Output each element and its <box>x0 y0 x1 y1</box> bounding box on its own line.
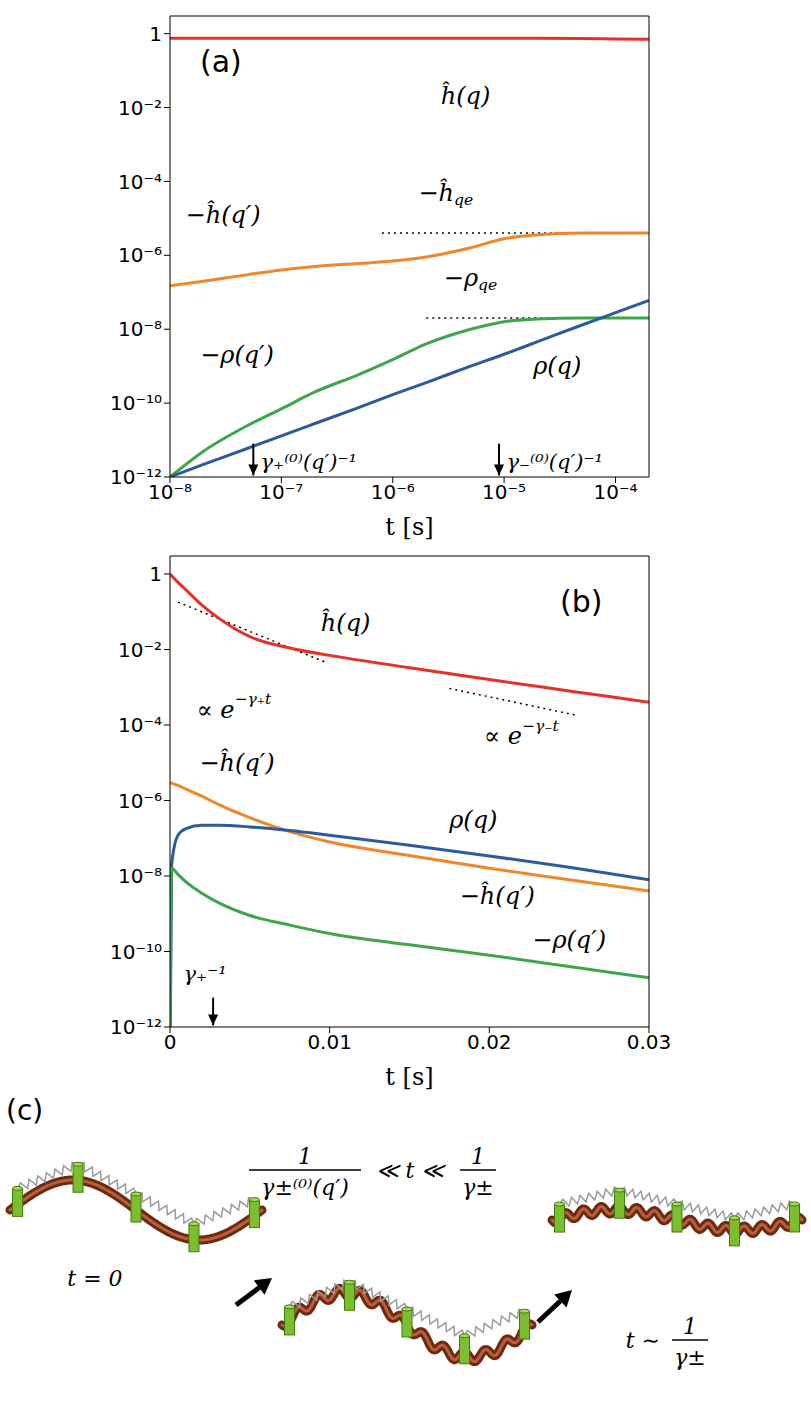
svg-text:10⁻⁷: 10⁻⁷ <box>259 480 303 504</box>
svg-text:−ρ(q′): −ρ(q′) <box>532 926 606 954</box>
svg-text:10⁻⁶: 10⁻⁶ <box>118 243 162 267</box>
html-text:(a): (a) <box>200 44 242 79</box>
svg-text:1: 1 <box>149 22 162 46</box>
svg-text:0.02: 0.02 <box>467 1030 512 1054</box>
svg-text:∝ e−γ₋t: ∝ e−γ₋t <box>484 717 560 751</box>
svg-text:10⁻²: 10⁻² <box>118 96 162 120</box>
svg-text:10⁻¹²: 10⁻¹² <box>110 465 162 489</box>
svg-text:10⁻⁴: 10⁻⁴ <box>118 170 162 194</box>
svg-text:γ₊⁻¹: γ₊⁻¹ <box>184 962 227 986</box>
svg-text:10⁻¹⁰: 10⁻¹⁰ <box>110 940 162 964</box>
svg-text:1: 1 <box>683 1314 697 1339</box>
svg-text:−ρqe: −ρqe <box>444 264 497 294</box>
svg-text:10⁻⁴: 10⁻⁴ <box>118 713 162 737</box>
svg-text:10⁻⁸: 10⁻⁸ <box>118 317 162 341</box>
svg-text:ĥ(q): ĥ(q) <box>441 81 491 110</box>
svg-text:t = 0: t = 0 <box>67 1266 122 1291</box>
svg-text:≪ t ≪: ≪ t ≪ <box>376 1158 447 1183</box>
svg-text:0: 0 <box>164 1030 177 1054</box>
svg-text:ρ(q): ρ(q) <box>532 352 581 380</box>
svg-text:ρ(q): ρ(q) <box>448 806 497 834</box>
svg-text:10⁻⁸: 10⁻⁸ <box>118 864 162 888</box>
svg-text:ĥ(q): ĥ(q) <box>321 608 371 637</box>
svg-text:1: 1 <box>149 562 162 586</box>
svg-text:t [s]: t [s] <box>385 513 433 540</box>
svg-text:∝ e−γ₊t: ∝ e−γ₊t <box>196 690 272 724</box>
svg-text:−ρ(q′): −ρ(q′) <box>200 341 274 369</box>
svg-text:−ĥ(q′): −ĥ(q′) <box>460 881 535 910</box>
svg-text:10⁻⁴: 10⁻⁴ <box>593 480 637 504</box>
svg-text:t [s]: t [s] <box>385 1063 433 1090</box>
svg-text:0.01: 0.01 <box>307 1030 352 1054</box>
svg-text:(c): (c) <box>6 1094 43 1127</box>
svg-text:10⁻⁵: 10⁻⁵ <box>482 480 526 504</box>
svg-text:1: 1 <box>298 1144 312 1169</box>
svg-text:1: 1 <box>471 1144 485 1169</box>
svg-text:γ±: γ± <box>674 1345 706 1370</box>
svg-text:γ±⁽⁰⁾(q′): γ±⁽⁰⁾(q′) <box>261 1175 348 1200</box>
svg-text:10⁻⁸: 10⁻⁸ <box>148 480 192 505</box>
svg-text:10⁻⁶: 10⁻⁶ <box>118 789 162 813</box>
svg-text:10⁻⁶: 10⁻⁶ <box>371 480 415 504</box>
svg-text:γ₋⁽⁰⁾(q′)⁻¹: γ₋⁽⁰⁾(q′)⁻¹ <box>506 450 602 474</box>
svg-text:−ĥ(q′): −ĥ(q′) <box>200 748 275 777</box>
svg-text:0.03: 0.03 <box>627 1030 672 1054</box>
svg-text:t ∼: t ∼ <box>626 1328 660 1353</box>
svg-text:10⁻¹²: 10⁻¹² <box>110 1015 162 1039</box>
svg-text:−ĥqe: −ĥqe <box>418 178 473 209</box>
svg-text:10⁻¹⁰: 10⁻¹⁰ <box>110 391 162 415</box>
html-text:(b): (b) <box>560 584 603 619</box>
svg-text:γ₊⁽⁰⁾(q′)⁻¹: γ₊⁽⁰⁾(q′)⁻¹ <box>261 450 357 474</box>
svg-text:10⁻²: 10⁻² <box>118 638 162 662</box>
svg-text:−ĥ(q′): −ĥ(q′) <box>186 200 261 229</box>
svg-text:γ±: γ± <box>462 1175 494 1200</box>
